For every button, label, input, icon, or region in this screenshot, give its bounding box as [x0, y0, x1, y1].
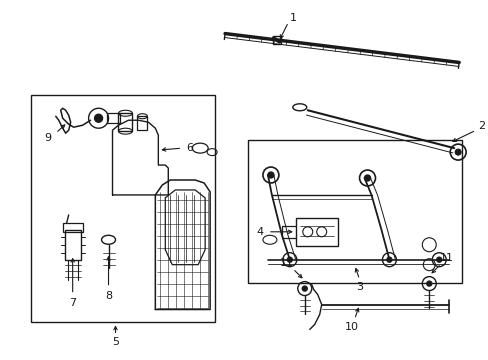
Bar [106, 113, 120, 123]
Bar [295, 218, 337, 246]
Circle shape [364, 175, 370, 181]
Text: 5: 5 [112, 337, 119, 347]
Circle shape [94, 114, 102, 122]
Text: 6: 6 [186, 143, 193, 153]
Text: 11: 11 [439, 253, 453, 263]
Text: 1: 1 [289, 13, 296, 23]
Bar [272, 36, 280, 44]
Text: 2: 2 [478, 121, 485, 131]
Bar [137, 116, 147, 130]
Bar [64, 230, 81, 260]
Text: 8: 8 [105, 291, 112, 301]
Circle shape [302, 286, 306, 291]
Text: 10: 10 [344, 323, 358, 332]
Bar [247, 140, 461, 283]
Bar [31, 95, 215, 323]
Text: 7: 7 [69, 297, 76, 307]
Circle shape [436, 257, 441, 262]
Circle shape [267, 172, 273, 178]
Text: 9: 9 [44, 133, 51, 143]
Circle shape [386, 257, 391, 262]
Text: 11: 11 [279, 258, 293, 268]
Circle shape [454, 149, 460, 155]
Text: 4: 4 [256, 227, 263, 237]
Bar [62, 223, 82, 232]
Bar [118, 113, 132, 131]
Text: 3: 3 [355, 282, 362, 292]
Circle shape [426, 281, 431, 286]
Circle shape [287, 257, 292, 262]
